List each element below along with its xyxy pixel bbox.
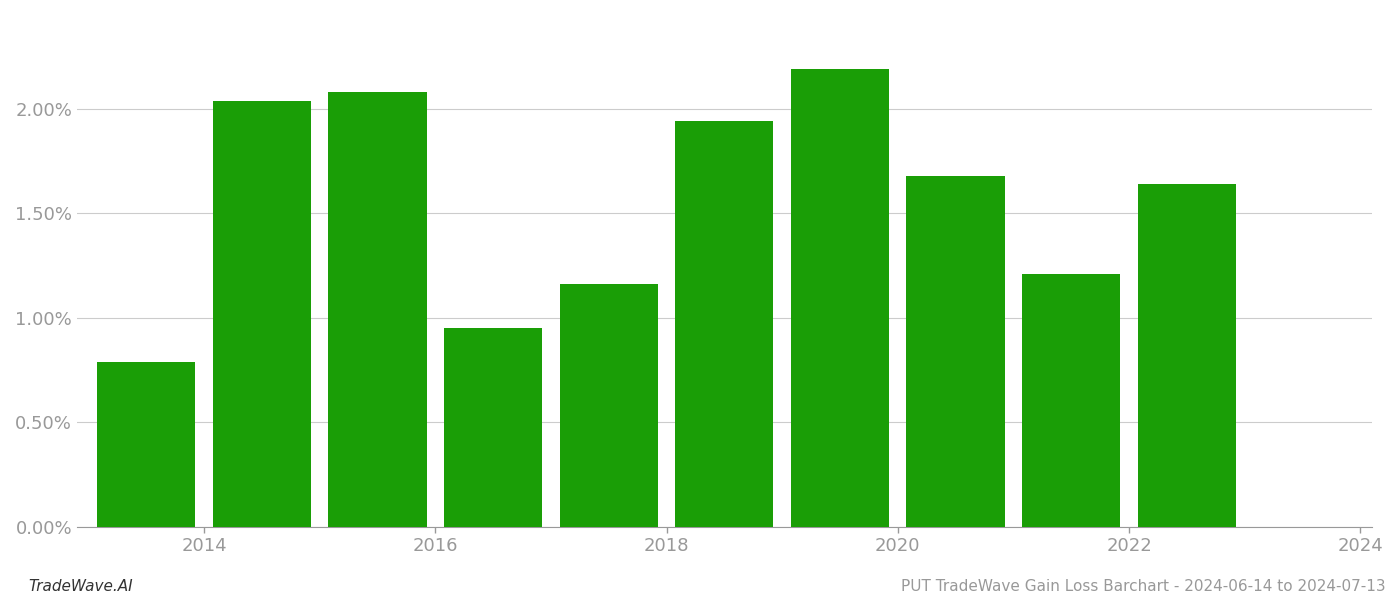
- Bar: [1022, 274, 1120, 527]
- Bar: [791, 69, 889, 527]
- Bar: [560, 284, 658, 527]
- Bar: [1138, 184, 1236, 527]
- Bar: [329, 92, 427, 527]
- Bar: [213, 101, 311, 527]
- Bar: [675, 121, 773, 527]
- Text: TradeWave.AI: TradeWave.AI: [28, 579, 133, 594]
- Bar: [444, 328, 542, 527]
- Text: PUT TradeWave Gain Loss Barchart - 2024-06-14 to 2024-07-13: PUT TradeWave Gain Loss Barchart - 2024-…: [902, 579, 1386, 594]
- Bar: [906, 176, 1005, 527]
- Bar: [97, 362, 196, 527]
